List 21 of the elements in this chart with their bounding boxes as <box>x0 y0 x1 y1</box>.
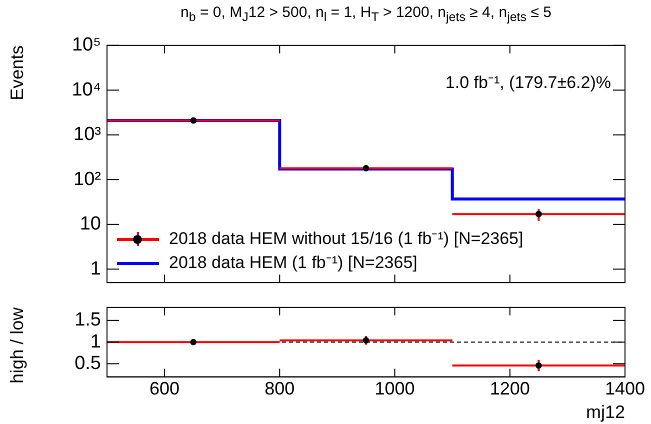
y-tick-label: 10⁵ <box>72 34 101 56</box>
y-tick-label: 0.5 <box>74 353 101 374</box>
legend-label: 2018 data HEM without 15/16 (1 fb⁻¹) [N=2365] <box>169 228 524 250</box>
legend-label: 2018 data HEM (1 fb⁻¹) [N=2365] <box>169 252 418 274</box>
x-tick-label: 1200 <box>490 378 530 399</box>
annotation: 1.0 fb⁻¹, (179.7±6.2)% <box>445 73 611 92</box>
x-tick-label: 800 <box>264 378 295 399</box>
y-tick-label: 1.5 <box>74 310 101 331</box>
y-tick-label: 10 <box>80 214 101 235</box>
y-tick-label: 1 <box>90 331 101 352</box>
y-axis-title: Events <box>6 45 27 100</box>
chart-title: n$_{b}$ = 0, M$_{J}$12 > 500, n$_{l}$ = 1, H$_{T}$ > 1200, n$_{jets}$ ≥ 4, n$_{jets}$ ≤ 5 <box>180 4 552 24</box>
y-tick-label: 10⁴ <box>72 79 101 100</box>
y-tick-label: 10² <box>74 168 101 190</box>
y-axis-title: high / low <box>6 306 27 384</box>
y-tick-label: 10³ <box>74 124 101 146</box>
x-tick-label: 600 <box>150 378 180 399</box>
y-tick-label: 1 <box>90 258 101 280</box>
x-tick-label: 1400 <box>604 378 646 399</box>
x-axis-title: mj12 <box>586 402 625 422</box>
x-tick-label: 1000 <box>374 378 415 399</box>
